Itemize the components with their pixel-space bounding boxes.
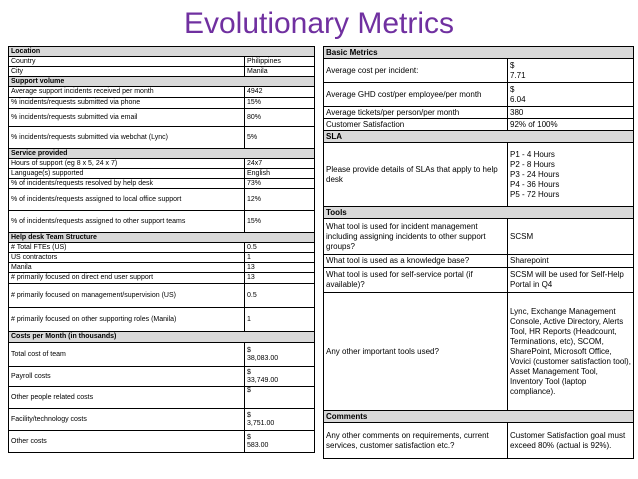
row-label: % incidents/requests submitted via phone (8, 97, 245, 109)
currency-symbol: $ (510, 60, 515, 70)
row-value: $ (243, 386, 316, 409)
row-label: Other people related costs (8, 386, 245, 409)
row-label: % incidents/requests submitted via email (8, 108, 245, 127)
row-value: 0.5 (243, 283, 316, 308)
row-label: What tool is used as a knowledge base? (323, 254, 508, 268)
row-label: What tool is used for incident managemen… (323, 218, 508, 255)
row-label: Customer Satisfaction (323, 118, 508, 131)
row-label: Facility/technology costs (8, 408, 245, 431)
currency-symbol: $ (247, 411, 251, 419)
row-label: Please provide details of SLAs that appl… (323, 142, 508, 207)
support-volume-header: Support volume (7, 76, 316, 87)
right-metrics-table: Basic Metrics Average cost per incident:… (323, 46, 634, 459)
row-value: $6.04 (507, 82, 634, 107)
row-value: 15% (243, 210, 316, 233)
sla-item: P4 - 36 Hours (510, 179, 560, 189)
row-value: 80% (243, 108, 316, 127)
row-value: 0.5 (243, 242, 316, 253)
row-label: # primarily focused on direct end user s… (8, 272, 245, 284)
row-value: 92% of 100% (507, 118, 634, 131)
row-value: SCSM (507, 218, 634, 255)
row-value: English (243, 168, 316, 179)
amount: 33,749.00 (247, 376, 279, 384)
row-value: Customer Satisfaction goal must exceed 8… (507, 422, 634, 459)
help-desk-header: Help desk Team Structure (7, 232, 316, 243)
row-value: 1 (243, 252, 316, 263)
row-label: # primarily focused on other supporting … (8, 307, 245, 332)
row-label: Language(s) supported (8, 168, 245, 179)
row-value: Manila (243, 66, 316, 77)
row-value: 13 (243, 272, 316, 284)
sla-item: P3 - 24 Hours (510, 169, 560, 179)
sla-item: P2 - 8 Hours (510, 159, 555, 169)
amount: 38,083.00 (247, 354, 279, 362)
tools-header: Tools (323, 206, 634, 219)
row-label: Payroll costs (8, 366, 245, 387)
row-label: Other costs (8, 430, 245, 453)
currency-symbol: $ (247, 433, 251, 441)
row-value: 24x7 (243, 158, 316, 169)
row-value: 1 (243, 307, 316, 332)
row-value: Lync, Exchange Management Console, Activ… (507, 292, 634, 411)
row-label: Country (8, 56, 245, 67)
row-label: Average cost per incident: (323, 58, 508, 83)
page-title: Evolutionary Metrics (183, 7, 455, 40)
amount: 583.00 (247, 441, 269, 449)
row-label: Average GHD cost/per employee/per month (323, 82, 508, 107)
currency-symbol: $ (247, 346, 251, 354)
amount: 7.71 (510, 70, 526, 80)
row-value: 73% (243, 178, 316, 189)
row-label: Any other comments on requirements, curr… (323, 422, 508, 459)
currency-symbol: $ (510, 84, 515, 94)
row-label: % of incidents/requests resolved by help… (8, 178, 245, 189)
service-provided-header: Service provided (7, 148, 316, 159)
amount: 3,751.00 (247, 419, 275, 427)
row-value: $33,749.00 (243, 366, 316, 387)
comments-header: Comments (323, 410, 634, 423)
row-label: % incidents/requests submitted via webch… (8, 126, 245, 149)
currency-symbol: $ (247, 387, 251, 395)
row-label: Hours of support (eg 8 x 5, 24 x 7) (8, 158, 245, 169)
row-value: SCSM will be used for Self-Help Portal i… (507, 267, 634, 293)
row-value: $7.71 (507, 58, 634, 83)
row-label: Average tickets/per person/per month (323, 106, 508, 119)
row-value: 4942 (243, 86, 316, 98)
row-value: $583.00 (243, 430, 316, 453)
left-metrics-table: Location Country Philippines City Manila S… (7, 46, 316, 453)
row-value: Sharepoint (507, 254, 634, 268)
row-value: $3,751.00 (243, 408, 316, 431)
row-label: # Total FTEs (US) (8, 242, 245, 253)
row-label: % of incidents/requests assigned to loca… (8, 188, 245, 211)
sla-item: P1 - 4 Hours (510, 149, 555, 159)
row-label: City (8, 66, 245, 77)
location-header: Location (7, 46, 316, 57)
amount: 6.04 (510, 94, 526, 104)
row-value: 5% (243, 126, 316, 149)
sla-item: P5 - 72 Hours (510, 189, 560, 199)
row-label: # primarily focused on management/superv… (8, 283, 245, 308)
row-label: Manila (8, 262, 245, 273)
row-value: $38,083.00 (243, 342, 316, 367)
row-value: 12% (243, 188, 316, 211)
row-value: 13 (243, 262, 316, 273)
row-value: Philippines (243, 56, 316, 67)
row-label: US contractors (8, 252, 245, 263)
sla-header: SLA (323, 130, 634, 143)
row-value: 380 (507, 106, 634, 119)
row-label: What tool is used for self-service porta… (323, 267, 508, 293)
row-value: 15% (243, 97, 316, 109)
row-label: Average support incidents received per m… (8, 86, 245, 98)
sla-values: P1 - 4 Hours P2 - 8 Hours P3 - 24 Hours … (507, 142, 634, 207)
row-label: Total cost of team (8, 342, 245, 367)
row-label: Any other important tools used? (323, 292, 508, 411)
basic-metrics-header: Basic Metrics (323, 46, 634, 59)
costs-header: Costs per Month (in thousands) (7, 331, 316, 343)
currency-symbol: $ (247, 368, 251, 376)
row-label: % of incidents/requests assigned to othe… (8, 210, 245, 233)
